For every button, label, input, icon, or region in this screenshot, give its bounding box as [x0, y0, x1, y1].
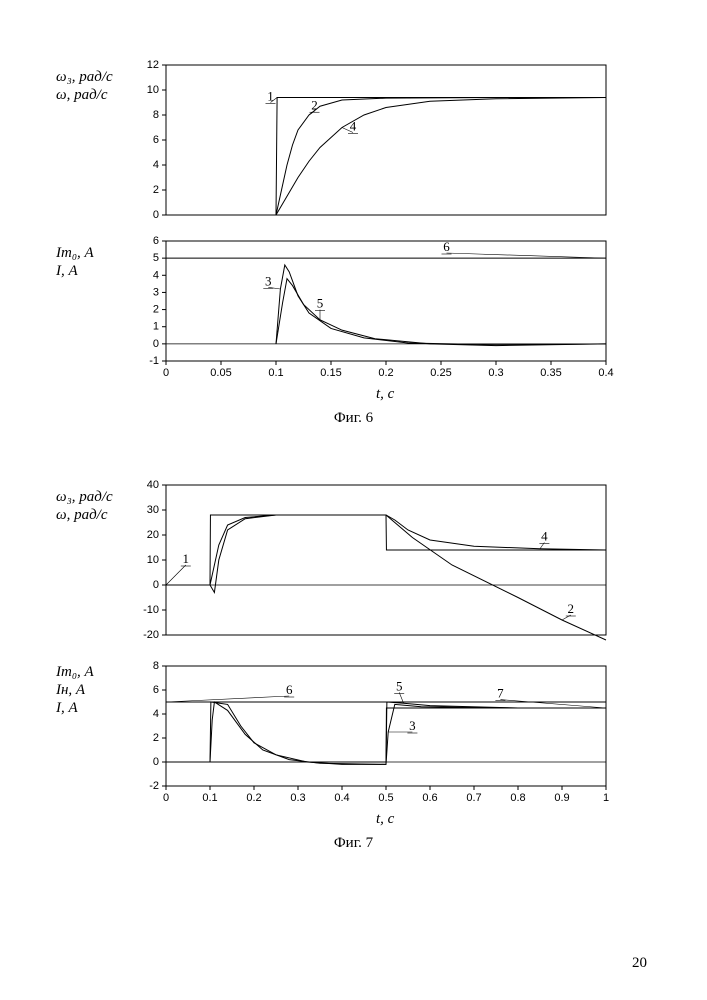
svg-text:0.5: 0.5	[378, 792, 393, 804]
svg-text:0: 0	[153, 579, 159, 591]
svg-text:4: 4	[541, 529, 548, 544]
fig7-bottom-panel: Iт₀, А Iн, А I, А -2 0 2 4 6 8 0 0.1 0.2 0.3 0.4 0.…	[56, 656, 651, 831]
svg-text:7: 7	[497, 686, 504, 701]
svg-text:6: 6	[286, 682, 293, 697]
svg-text:1: 1	[603, 792, 609, 804]
figure-6: ω₃, рад/с ω, рад/с 024681012124 Iт₀, А I…	[0, 55, 707, 427]
svg-text:2: 2	[153, 732, 159, 744]
fig6-bot-svg: -1 0 1 2 3 4 5 6 0 0.05 0.1 0.15 0.2 0.25 0.3 0.35 0.4 6 3…	[56, 231, 651, 406]
svg-text:1: 1	[267, 89, 274, 104]
svg-text:4: 4	[153, 708, 159, 720]
svg-text:0.25: 0.25	[430, 367, 451, 379]
fig6-xlabel: t, с	[376, 386, 394, 403]
svg-text:0.3: 0.3	[488, 367, 503, 379]
fig7-bot-ylabel-3: I, А	[56, 700, 78, 717]
svg-text:0: 0	[163, 367, 169, 379]
svg-text:0.4: 0.4	[598, 367, 613, 379]
svg-text:8: 8	[153, 109, 159, 121]
fig7-top-svg: -20 -10 0 10 20 30 40 1 4 2	[56, 475, 651, 650]
svg-text:0.8: 0.8	[510, 792, 525, 804]
svg-text:3: 3	[153, 286, 159, 298]
svg-text:0.2: 0.2	[246, 792, 261, 804]
fig6-top-ylabel-1: ω₃, рад/с	[56, 69, 113, 86]
svg-text:0.15: 0.15	[320, 367, 341, 379]
svg-text:0.2: 0.2	[378, 367, 393, 379]
svg-text:1: 1	[153, 321, 159, 333]
svg-text:0: 0	[153, 756, 159, 768]
page-number: 20	[632, 955, 647, 972]
fig7-bot-ylabel-1: Iт₀, А	[56, 664, 94, 681]
svg-text:0.35: 0.35	[540, 367, 561, 379]
svg-text:0: 0	[153, 209, 159, 221]
svg-text:6: 6	[153, 235, 159, 247]
svg-text:-1: -1	[149, 355, 159, 367]
svg-text:3: 3	[265, 273, 272, 288]
svg-text:10: 10	[147, 554, 159, 566]
svg-text:2: 2	[568, 601, 575, 616]
svg-text:0.1: 0.1	[202, 792, 217, 804]
fig7-top-ylabel-2: ω, рад/с	[56, 507, 108, 524]
svg-text:0: 0	[163, 792, 169, 804]
fig6-bottom-panel: Iт₀, А I, А -1 0 1 2 3 4 5 6 0 0.05 0.1 0.15 0.2 0.25…	[56, 231, 651, 406]
svg-text:0.9: 0.9	[554, 792, 569, 804]
fig6-top-ylabel-2: ω, рад/с	[56, 87, 108, 104]
svg-text:5: 5	[317, 296, 324, 311]
svg-text:0.3: 0.3	[290, 792, 305, 804]
svg-text:1: 1	[183, 551, 190, 566]
svg-text:12: 12	[147, 59, 159, 71]
svg-text:10: 10	[147, 84, 159, 96]
svg-text:5: 5	[153, 252, 159, 264]
svg-text:4: 4	[350, 119, 357, 134]
svg-text:0.7: 0.7	[466, 792, 481, 804]
page: { "page_number": "20", "fig6": { "captio…	[0, 0, 707, 1000]
svg-text:2: 2	[311, 97, 318, 112]
svg-text:5: 5	[396, 678, 403, 693]
fig7-top-panel: ω₃, рад/с ω, рад/с -20 -10 0 10 20 30 40 1 4 2	[56, 475, 651, 650]
fig6-bot-ylabel-1: Iт₀, А	[56, 245, 94, 262]
figure-7: ω₃, рад/с ω, рад/с -20-10010203040142 Iт…	[0, 475, 707, 852]
fig7-caption: Фиг. 7	[0, 835, 707, 852]
svg-text:0.6: 0.6	[422, 792, 437, 804]
svg-text:2: 2	[153, 184, 159, 196]
svg-text:2: 2	[153, 304, 159, 316]
fig7-top-ylabel-1: ω₃, рад/с	[56, 489, 113, 506]
svg-text:-10: -10	[143, 604, 159, 616]
svg-text:4: 4	[153, 159, 159, 171]
fig6-caption: Фиг. 6	[0, 410, 707, 427]
svg-text:0.1: 0.1	[268, 367, 283, 379]
svg-text:0: 0	[153, 338, 159, 350]
svg-text:3: 3	[409, 718, 416, 733]
svg-text:6: 6	[153, 684, 159, 696]
svg-text:8: 8	[153, 660, 159, 672]
svg-text:-2: -2	[149, 780, 159, 792]
fig6-top-panel: ω₃, рад/с ω, рад/с 024681012124	[56, 55, 651, 225]
svg-text:6: 6	[153, 134, 159, 146]
fig6-bot-ylabel-2: I, А	[56, 263, 78, 280]
svg-text:0.05: 0.05	[210, 367, 231, 379]
svg-text:4: 4	[153, 269, 159, 281]
fig6-top-svg: 024681012124	[56, 55, 651, 225]
svg-text:6: 6	[443, 239, 450, 254]
svg-text:20: 20	[147, 529, 159, 541]
fig7-bot-svg: -2 0 2 4 6 8 0 0.1 0.2 0.3 0.4 0.5 0.6 0.7 0.8 0.9 1 6 7 5 3	[56, 656, 651, 831]
svg-text:-20: -20	[143, 629, 159, 641]
fig7-bot-ylabel-2: Iн, А	[56, 682, 85, 699]
svg-text:40: 40	[147, 479, 159, 491]
fig7-xlabel: t, с	[376, 811, 394, 828]
svg-text:0.4: 0.4	[334, 792, 349, 804]
svg-text:30: 30	[147, 504, 159, 516]
